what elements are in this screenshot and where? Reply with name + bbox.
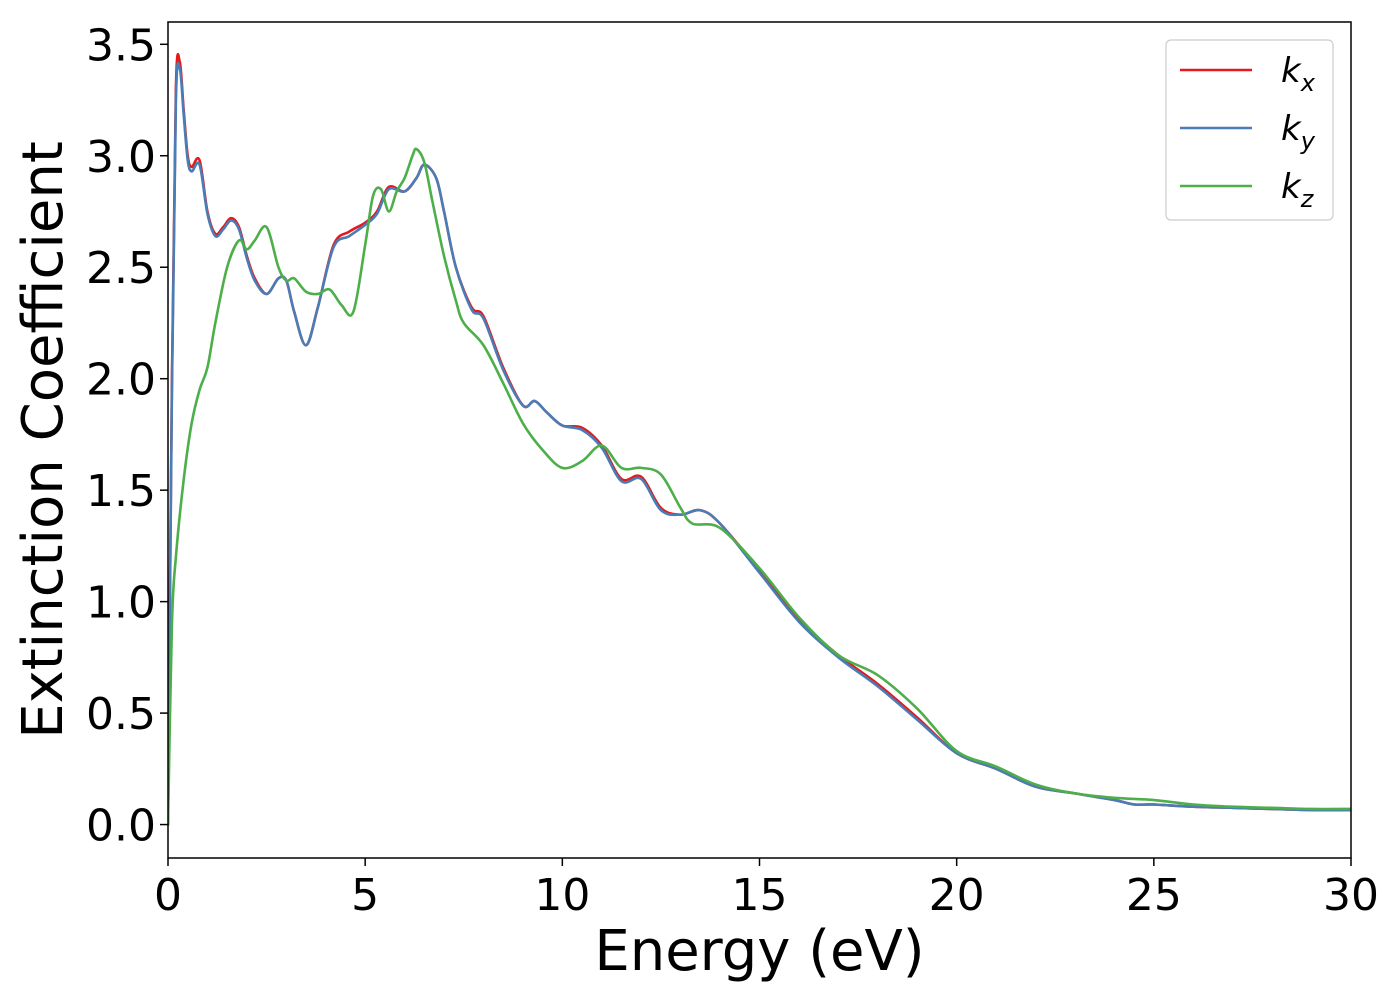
y-axis: 0.0 0.5 1.0 1.5 2.0 2.5 3.0 3.5 (86, 20, 168, 852)
x-tick-label: 25 (1126, 870, 1182, 921)
legend-label-y: ky (1281, 109, 1316, 155)
series-layer (168, 53, 1351, 826)
y-tick-label: 3.5 (86, 20, 156, 71)
x-tick-label: 30 (1323, 870, 1379, 921)
x-tick-label: 10 (534, 870, 590, 921)
legend-box (1165, 39, 1334, 221)
legend: kx ky kz (1165, 39, 1334, 221)
y-tick-label: 0.0 (86, 801, 156, 852)
legend-label-z: kz (1281, 167, 1315, 213)
y-tick-label: 2.0 (86, 355, 156, 406)
x-axis-title: Energy (eV) (594, 919, 924, 984)
x-tick-label: 20 (929, 870, 985, 921)
y-tick-label: 2.5 (86, 243, 156, 294)
x-axis: 0 5 10 15 20 25 30 (154, 858, 1379, 921)
x-tick-label: 5 (351, 870, 379, 921)
y-tick-label: 3.0 (86, 132, 156, 183)
x-tick-label: 0 (154, 870, 182, 921)
series-line-z (168, 147, 1351, 826)
series-line-y (168, 61, 1351, 826)
y-tick-label: 1.5 (86, 466, 156, 517)
y-axis-title: Extinction Coefficient (11, 141, 76, 739)
legend-label-x: kx (1281, 51, 1316, 97)
y-tick-label: 1.0 (86, 578, 156, 629)
x-tick-label: 15 (732, 870, 788, 921)
y-tick-label: 0.5 (86, 689, 156, 740)
